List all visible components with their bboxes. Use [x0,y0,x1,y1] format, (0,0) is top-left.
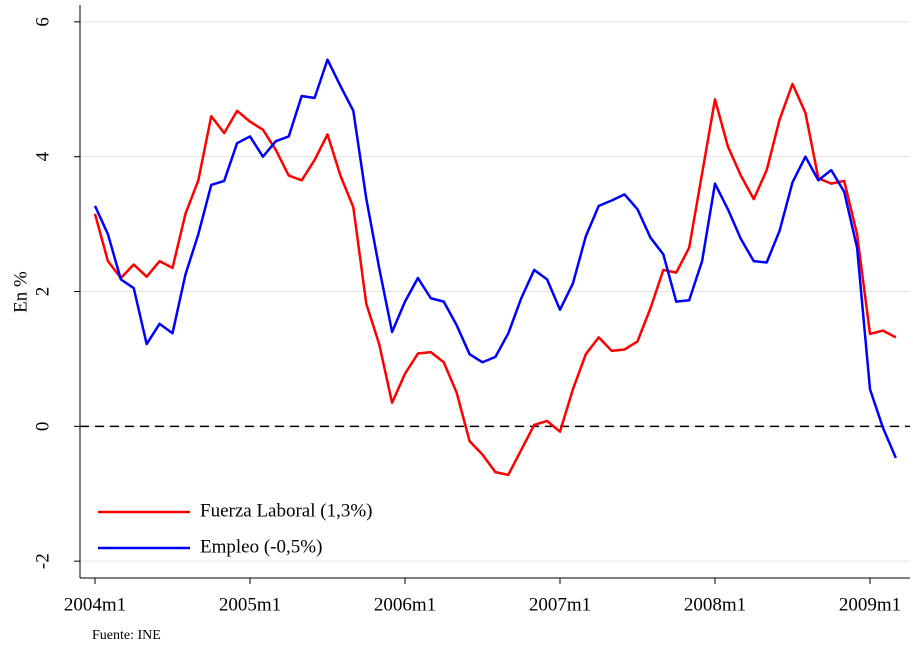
series-line [93,58,897,459]
x-tick-label: 2008m1 [684,594,746,615]
y-tick-label: 0 [32,422,53,432]
y-tick-label: 6 [32,17,53,27]
x-tick-label: 2006m1 [374,594,436,615]
note: Fuente: INE [92,628,161,643]
legend-label: Empleo (-0,5%) [200,536,322,557]
x-tick-label: 2007m1 [529,594,591,615]
y-axis-label: En % [10,271,31,313]
y-tick-label: -2 [32,553,53,569]
y-tick-label: 4 [32,151,53,161]
legend-label: Fuerza Laboral (1,3%) [200,500,373,521]
y-tick-label: 2 [32,287,53,297]
series-line [93,82,897,477]
x-tick-label: 2004m1 [64,594,126,615]
x-tick-label: 2009m1 [839,594,901,615]
x-tick-label: 2005m1 [219,594,281,615]
